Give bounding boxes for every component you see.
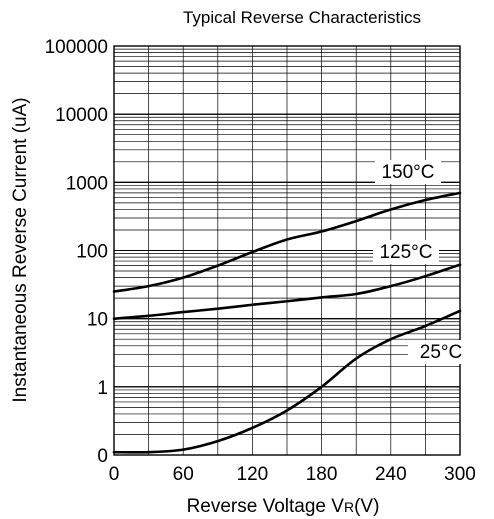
series-line — [112, 309, 462, 454]
x-axis-label-main: Reverse Voltage V — [187, 496, 345, 517]
y-tick-label: 1000 — [66, 173, 108, 194]
y-tick-label: 10000 — [55, 105, 108, 126]
x-tick-label: 120 — [237, 464, 269, 485]
series-label-background — [375, 160, 441, 184]
series-line — [112, 263, 462, 320]
series-label: 25°C — [420, 342, 462, 363]
series-line — [112, 191, 462, 293]
x-tick-label: 0 — [109, 464, 120, 485]
y-tick-label: 100 — [76, 242, 108, 263]
plot-frame — [113, 45, 461, 456]
x-axis-label: Reverse Voltage VR(V) — [187, 496, 380, 517]
x-tick-label: 240 — [375, 464, 407, 485]
series-label-background — [408, 340, 474, 364]
x-tick-label: 60 — [173, 464, 194, 485]
y-axis-label: Instantaneous Reverse Current (uA) — [10, 97, 31, 402]
series-label: 125°C — [379, 242, 432, 263]
y-tick-label: 1 — [97, 378, 108, 399]
x-tick-label: 300 — [444, 464, 476, 485]
series-labels: 150°C 125°C 25°C — [373, 160, 474, 364]
series-label: 150°C — [381, 162, 434, 183]
x-axis-label-subscript: R — [344, 499, 354, 515]
x-tick-label: 180 — [306, 464, 338, 485]
y-tick-label: 0 — [97, 446, 108, 467]
chart-title: Typical Reverse Characteristics — [183, 8, 421, 27]
y-tick-label: 10 — [87, 310, 108, 331]
x-tick-labels: 0 60 120 180 240 300 — [109, 464, 476, 485]
x-axis-label-unit: (V) — [354, 496, 379, 517]
y-tick-label: 100000 — [45, 37, 108, 58]
series-label-background — [373, 240, 439, 264]
y-tick-labels: 0 1 10 100 1000 10000 100000 — [45, 37, 108, 467]
series-curves — [112, 191, 462, 454]
